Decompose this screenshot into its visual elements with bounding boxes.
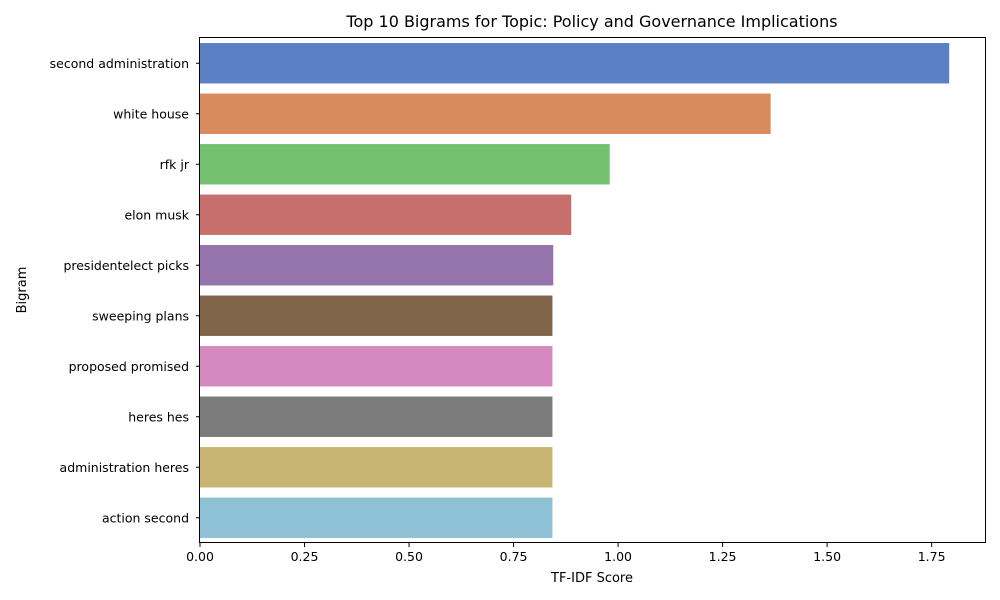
x-tick-label: 1.00 bbox=[604, 549, 632, 564]
x-tick-label: 0.75 bbox=[500, 549, 528, 564]
x-axis-label: TF-IDF Score bbox=[550, 571, 633, 586]
bar-0 bbox=[200, 43, 950, 84]
y-tick-label: heres hes bbox=[128, 409, 189, 424]
y-tick-label: presidentelect picks bbox=[63, 258, 189, 273]
y-axis-label: Bigram bbox=[15, 267, 30, 314]
y-tick-label: proposed promised bbox=[69, 359, 189, 374]
y-tick-label: rfk jr bbox=[160, 157, 190, 172]
y-tick-label: administration heres bbox=[60, 460, 189, 475]
y-axis-ticks: second administration white house rfk jr el… bbox=[50, 56, 200, 525]
x-axis-ticks: 0.00 0.25 0.50 0.75 1.00 1.25 1.50 1.75 bbox=[186, 543, 946, 564]
x-tick-label: 1.25 bbox=[709, 549, 737, 564]
y-tick-label: sweeping plans bbox=[92, 308, 189, 323]
x-tick-label: 0.25 bbox=[291, 549, 319, 564]
y-tick-label: action second bbox=[102, 510, 189, 525]
bar-1 bbox=[200, 93, 771, 134]
x-tick-label: 0.00 bbox=[186, 549, 214, 564]
plot-frame bbox=[199, 37, 986, 543]
bar-2 bbox=[200, 144, 610, 185]
chart-title: Top 10 Bigrams for Topic: Policy and Gov… bbox=[345, 12, 837, 31]
x-tick-label: 1.50 bbox=[813, 549, 841, 564]
bar-5 bbox=[200, 295, 553, 336]
bar-8 bbox=[200, 447, 553, 488]
x-tick-label: 0.50 bbox=[395, 549, 423, 564]
bar-7 bbox=[200, 396, 553, 437]
bar-4 bbox=[200, 245, 554, 286]
x-tick-label: 1.75 bbox=[918, 549, 946, 564]
y-tick-label: second administration bbox=[50, 56, 189, 71]
bar-9 bbox=[200, 497, 553, 538]
y-tick-label: white house bbox=[113, 106, 189, 121]
bar-3 bbox=[200, 194, 572, 235]
y-tick-label: elon musk bbox=[124, 207, 189, 222]
bars-group bbox=[200, 43, 950, 538]
bar-6 bbox=[200, 346, 553, 387]
